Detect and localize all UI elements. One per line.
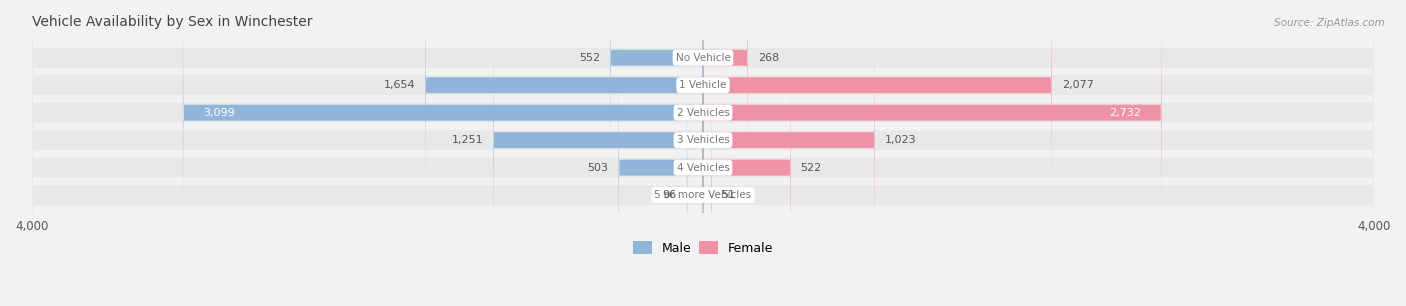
Text: 2,077: 2,077 [1062,80,1094,90]
Legend: Male, Female: Male, Female [633,241,773,255]
FancyBboxPatch shape [32,0,1374,306]
FancyBboxPatch shape [703,0,1052,242]
Text: No Vehicle: No Vehicle [675,53,731,63]
FancyBboxPatch shape [494,0,703,297]
Text: 2,732: 2,732 [1109,108,1142,118]
FancyBboxPatch shape [703,38,711,306]
FancyBboxPatch shape [703,0,748,215]
Text: 96: 96 [662,190,676,200]
Text: 3,099: 3,099 [202,108,235,118]
Text: 552: 552 [579,53,600,63]
FancyBboxPatch shape [32,0,1374,306]
FancyBboxPatch shape [32,0,1374,306]
Text: 1,251: 1,251 [451,135,484,145]
Text: 4 Vehicles: 4 Vehicles [676,162,730,173]
Text: 1,654: 1,654 [384,80,415,90]
FancyBboxPatch shape [703,11,790,306]
Text: 1,023: 1,023 [884,135,917,145]
FancyBboxPatch shape [32,0,1374,306]
FancyBboxPatch shape [32,0,1374,306]
FancyBboxPatch shape [183,0,703,270]
Text: 1 Vehicle: 1 Vehicle [679,80,727,90]
FancyBboxPatch shape [703,0,1161,270]
FancyBboxPatch shape [619,11,703,306]
Text: 3 Vehicles: 3 Vehicles [676,135,730,145]
Text: 51: 51 [721,190,735,200]
Text: 5 or more Vehicles: 5 or more Vehicles [654,190,752,200]
FancyBboxPatch shape [610,0,703,215]
Text: 522: 522 [800,162,823,173]
Text: 268: 268 [758,53,779,63]
Text: 2 Vehicles: 2 Vehicles [676,108,730,118]
FancyBboxPatch shape [703,0,875,297]
Text: Vehicle Availability by Sex in Winchester: Vehicle Availability by Sex in Wincheste… [32,15,312,29]
Text: Source: ZipAtlas.com: Source: ZipAtlas.com [1274,18,1385,28]
FancyBboxPatch shape [426,0,703,242]
FancyBboxPatch shape [32,0,1374,306]
FancyBboxPatch shape [688,38,703,306]
Text: 503: 503 [588,162,609,173]
